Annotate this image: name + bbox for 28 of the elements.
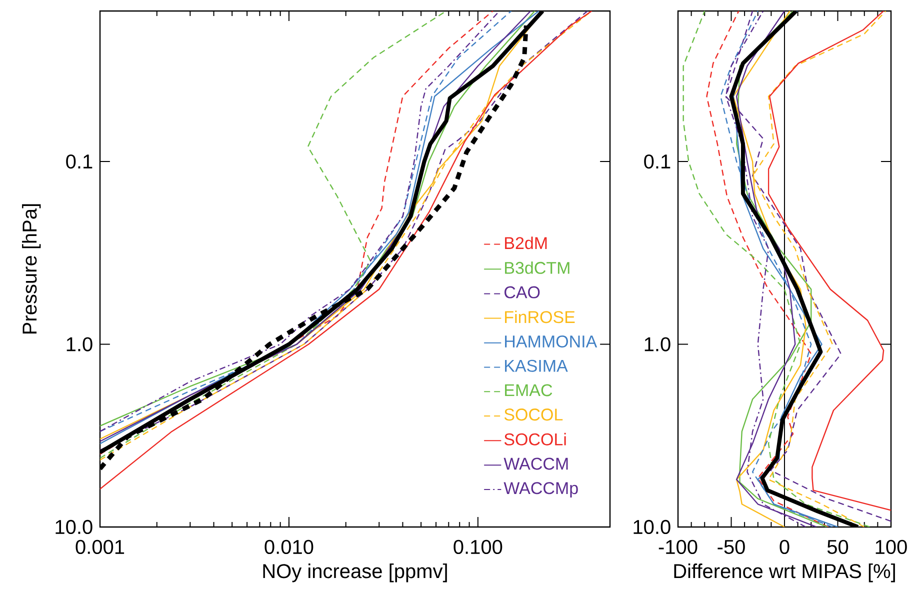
x-tick-label: 0.100 [454, 540, 502, 554]
y-tick-label: 1.0 [644, 337, 670, 352]
x-tick-label: -100 [658, 540, 698, 554]
x-tick-label: 0.001 [76, 540, 124, 554]
x-tick-label: 50 [827, 540, 848, 554]
legend-label: B3dCTM [505, 261, 570, 274]
legend-label: SOCOLi [504, 432, 566, 446]
legend-label: KASIMA [505, 360, 568, 372]
legend-label: FinROSE [505, 310, 575, 324]
y-tick-label: 0.1 [644, 154, 670, 169]
x-tick-label: 0 [780, 540, 790, 554]
y-tick-label: 10.0 [634, 520, 670, 534]
legend-label: EMAC [505, 384, 552, 396]
x-tick-label: -50 [718, 540, 745, 554]
x-tick-label: 0.010 [264, 540, 314, 554]
legend-label: CAO [504, 286, 540, 298]
x-tick-label: 100 [876, 540, 907, 554]
legend-label: SOCOL [504, 408, 563, 421]
legend-label: WACCM [504, 458, 568, 470]
y-axis-title: Pressure [hPa] [22, 204, 41, 334]
y-tick-label: 0.1 [66, 154, 92, 169]
x-axis-title: Difference wrt MIPAS [%] [674, 564, 895, 582]
y-tick-label: 1.0 [66, 337, 92, 352]
legend-label: B2dM [505, 236, 547, 250]
x-axis-title: NOy increase [ppmv] [263, 564, 447, 582]
y-tick-label: 10.0 [56, 520, 92, 534]
legend-label: HAMMONIA [505, 335, 598, 348]
legend-label: WACCMp [504, 482, 578, 498]
